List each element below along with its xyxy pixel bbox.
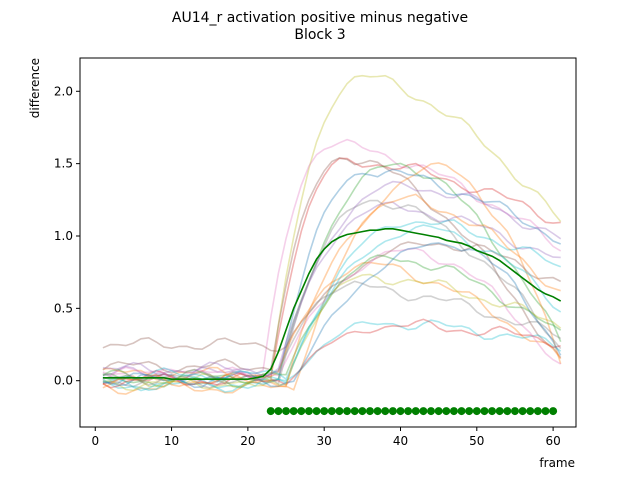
significance-marker — [266, 407, 275, 416]
significance-marker — [404, 407, 413, 416]
significance-marker — [365, 407, 374, 416]
x-tick-label: 0 — [91, 434, 99, 448]
significance-marker — [304, 407, 313, 416]
plot-frame — [79, 57, 577, 428]
participant-series-line — [102, 318, 561, 389]
significance-marker — [320, 407, 329, 416]
x-tick-label: 10 — [164, 434, 179, 448]
significance-markers — [266, 407, 558, 416]
significance-marker — [488, 407, 497, 416]
significance-marker — [327, 407, 336, 416]
significance-marker — [503, 407, 512, 416]
participant-series-line — [102, 280, 562, 386]
significance-marker — [411, 407, 420, 416]
significance-marker — [297, 407, 306, 416]
y-tick-label: 2.0 — [54, 84, 73, 98]
participant-series-line — [102, 162, 562, 389]
participant-series-line — [102, 224, 562, 383]
chart-title: AU14_r activation positive minus negativ… — [172, 10, 468, 26]
significance-marker — [465, 407, 474, 416]
significance-marker — [396, 407, 405, 416]
significance-marker — [434, 407, 443, 416]
y-tick-label: 1.5 — [54, 157, 73, 171]
significance-marker — [480, 407, 489, 416]
significance-marker — [335, 407, 344, 416]
participant-series-line — [102, 74, 562, 388]
significance-marker — [472, 407, 481, 416]
participant-series-line — [102, 261, 562, 381]
significance-marker — [388, 407, 397, 416]
significance-marker — [457, 407, 466, 416]
participant-series-line — [102, 193, 561, 389]
participant-series-line — [102, 162, 562, 395]
significance-marker — [449, 407, 458, 416]
significance-marker — [274, 407, 283, 416]
significance-marker — [289, 407, 298, 416]
participant-series-line — [102, 180, 562, 377]
x-axis-label: frame — [539, 456, 575, 470]
participant-series-line — [102, 254, 562, 385]
participant-series-line — [102, 138, 562, 381]
mean-series-line — [102, 228, 562, 381]
significance-marker — [350, 407, 359, 416]
participant-series-line — [102, 241, 562, 353]
significance-marker — [533, 407, 542, 416]
significance-marker — [526, 407, 535, 416]
significance-marker — [343, 407, 352, 416]
participant-series-line — [102, 157, 561, 385]
significance-marker — [373, 407, 382, 416]
x-tick-label: 30 — [317, 434, 332, 448]
y-axis-label: difference — [28, 58, 42, 118]
significance-marker — [427, 407, 436, 416]
participant-series-line — [102, 273, 562, 392]
x-tick-label: 40 — [393, 434, 408, 448]
significance-marker — [442, 407, 451, 416]
significance-marker — [419, 407, 428, 416]
significance-marker — [510, 407, 519, 416]
significance-marker — [549, 407, 558, 416]
x-tick-label: 60 — [545, 434, 560, 448]
participant-series-line — [102, 247, 562, 382]
significance-marker — [518, 407, 527, 416]
mean-layer — [102, 228, 562, 381]
y-axis: 0.0 0.5 1.0 1.5 2.0 — [54, 84, 80, 388]
significance-marker — [495, 407, 504, 416]
participant-series-line — [102, 157, 562, 374]
x-tick-label: 50 — [469, 434, 484, 448]
plot-series — [102, 74, 562, 395]
y-tick-label: 1.0 — [54, 229, 73, 243]
x-tick-label: 20 — [240, 434, 255, 448]
significance-marker — [541, 407, 550, 416]
y-tick-label: 0.5 — [54, 301, 73, 315]
y-tick-label: 0.0 — [54, 374, 73, 388]
significance-marker — [358, 407, 367, 416]
significance-marker — [312, 407, 321, 416]
chart-subtitle: Block 3 — [294, 27, 345, 43]
significance-marker — [282, 407, 291, 416]
significance-marker — [381, 407, 390, 416]
x-axis: 0 10 20 30 40 50 60 — [91, 427, 561, 448]
participant-series-line — [102, 219, 561, 392]
